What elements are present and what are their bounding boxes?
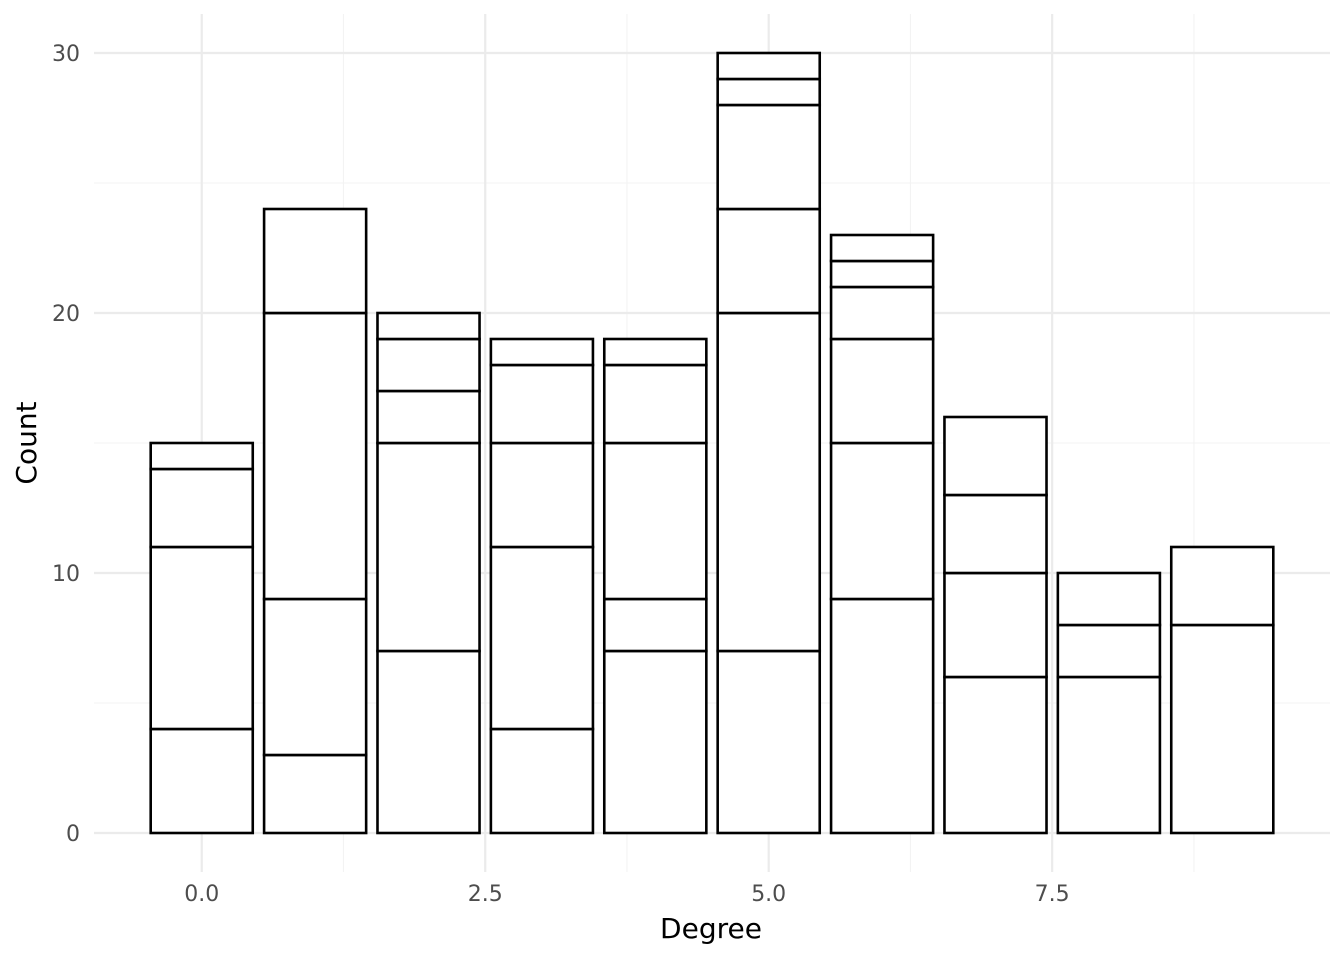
bar-stack <box>376 311 481 835</box>
bar-segment <box>489 545 595 731</box>
bar-segment <box>262 753 368 835</box>
bar-segment <box>602 441 708 601</box>
bar-segment <box>716 103 822 211</box>
bar-segment <box>943 415 1048 497</box>
bar-segment <box>943 675 1048 835</box>
bar-segment <box>602 649 708 835</box>
bar-segment <box>376 441 481 653</box>
bar-segment <box>376 649 481 835</box>
bar-segment <box>1056 675 1162 835</box>
bar-stack <box>602 337 708 835</box>
bar-stack <box>149 441 255 835</box>
bar-segment <box>943 571 1048 679</box>
bar-segment <box>716 311 822 653</box>
bar-segment <box>716 649 822 835</box>
x-tick-label: 7.5 <box>1035 882 1070 907</box>
y-axis-ticks: 0 10 20 30 <box>52 42 80 847</box>
bar-segment <box>489 363 595 445</box>
bar-segment <box>376 311 481 341</box>
bar-segment <box>829 233 935 263</box>
y-tick-label: 30 <box>52 42 80 67</box>
bar-stack <box>262 207 368 835</box>
bar-segment <box>602 597 708 653</box>
bar-segment <box>829 285 935 341</box>
y-tick-label: 20 <box>52 302 80 327</box>
bar-stack <box>716 51 822 835</box>
bar-segment <box>1169 623 1275 835</box>
bar-segment <box>716 207 822 315</box>
bar-segment <box>149 441 255 471</box>
bar-segment <box>829 441 935 601</box>
bar-segment <box>376 337 481 393</box>
bar-segment <box>489 337 595 367</box>
bar-segment <box>149 727 255 835</box>
x-axis-title: Degree <box>660 912 762 945</box>
bars <box>149 51 1275 835</box>
bar-segment <box>716 77 822 107</box>
x-axis-ticks: 0.0 2.5 5.0 7.5 <box>184 882 1069 907</box>
bar-segment <box>1169 545 1275 627</box>
y-axis-title: Count <box>10 401 43 484</box>
bar-segment <box>943 493 1048 575</box>
bar-stack <box>943 415 1048 835</box>
bar-segment <box>829 259 935 289</box>
bar-segment <box>716 51 822 81</box>
bar-stack <box>489 337 595 835</box>
bar-stack <box>1169 545 1275 835</box>
x-tick-label: 5.0 <box>751 882 786 907</box>
bar-segment <box>489 441 595 549</box>
bar-segment <box>262 597 368 757</box>
bar-segment <box>262 311 368 601</box>
y-tick-label: 0 <box>66 822 80 847</box>
bar-segment <box>1056 571 1162 627</box>
bar-segment <box>149 545 255 731</box>
bar-segment <box>602 363 708 445</box>
bar-stack <box>1056 571 1162 835</box>
bar-segment <box>489 727 595 835</box>
bar-segment <box>1056 623 1162 679</box>
bar-segment <box>149 467 255 549</box>
y-tick-label: 10 <box>52 562 80 587</box>
bar-segment <box>829 337 935 445</box>
x-tick-label: 0.0 <box>184 882 219 907</box>
x-tick-label: 2.5 <box>468 882 503 907</box>
bar-segment <box>262 207 368 315</box>
bar-segment <box>829 597 935 835</box>
bar-segment <box>602 337 708 367</box>
bar-segment <box>376 389 481 445</box>
bar-stack <box>829 233 935 835</box>
